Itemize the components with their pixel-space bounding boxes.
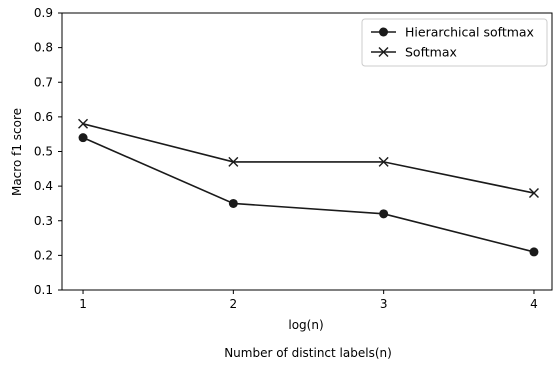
legend-box: [361, 18, 548, 67]
figure-caption: Number of distinct labels(n): [224, 346, 392, 360]
data-point-circle: [228, 198, 238, 208]
data-point-circle: [78, 133, 88, 143]
y-tick-label: 0.9: [34, 6, 53, 20]
series-line-1: [82, 123, 535, 194]
axes: 0.1 0.2 0.3 0.4 0.5 0.6 0.7 0.8 0.9 1 2 3 4: [34, 6, 553, 311]
y-tick-label: 0.2: [34, 248, 53, 262]
y-tick-label: 0.3: [34, 214, 53, 228]
y-tick-label: 0.4: [34, 179, 53, 193]
data-point-x: [78, 118, 89, 129]
legend-label: Hierarchical softmax: [405, 25, 534, 40]
legend-marker: [379, 27, 388, 37]
data-point-circle: [379, 209, 389, 219]
data-point-x: [228, 156, 239, 167]
x-tick-label: 1: [79, 297, 87, 311]
series-line-0: [82, 136, 535, 253]
data-point-x: [528, 188, 539, 199]
x-tick-label: 4: [530, 297, 538, 311]
y-axis-label: Macro f1 score: [10, 108, 24, 196]
y-tick-label: 0.1: [34, 283, 53, 297]
legend-marker: [378, 47, 389, 57]
y-tick-label: 0.8: [34, 41, 53, 55]
data-point-x: [378, 156, 389, 167]
legend-label: Softmax: [405, 45, 457, 60]
x-tick-label: 2: [230, 297, 238, 311]
legend: Hierarchical softmax Softmax: [361, 18, 548, 67]
y-tick-label: 0.6: [34, 110, 53, 124]
data-point-circle: [529, 247, 539, 257]
x-axis-label: log(n): [288, 318, 323, 332]
x-tick-label: 3: [380, 297, 388, 311]
y-tick-label: 0.5: [34, 145, 53, 159]
series-lines: [78, 118, 539, 257]
y-tick-label: 0.7: [34, 75, 53, 89]
